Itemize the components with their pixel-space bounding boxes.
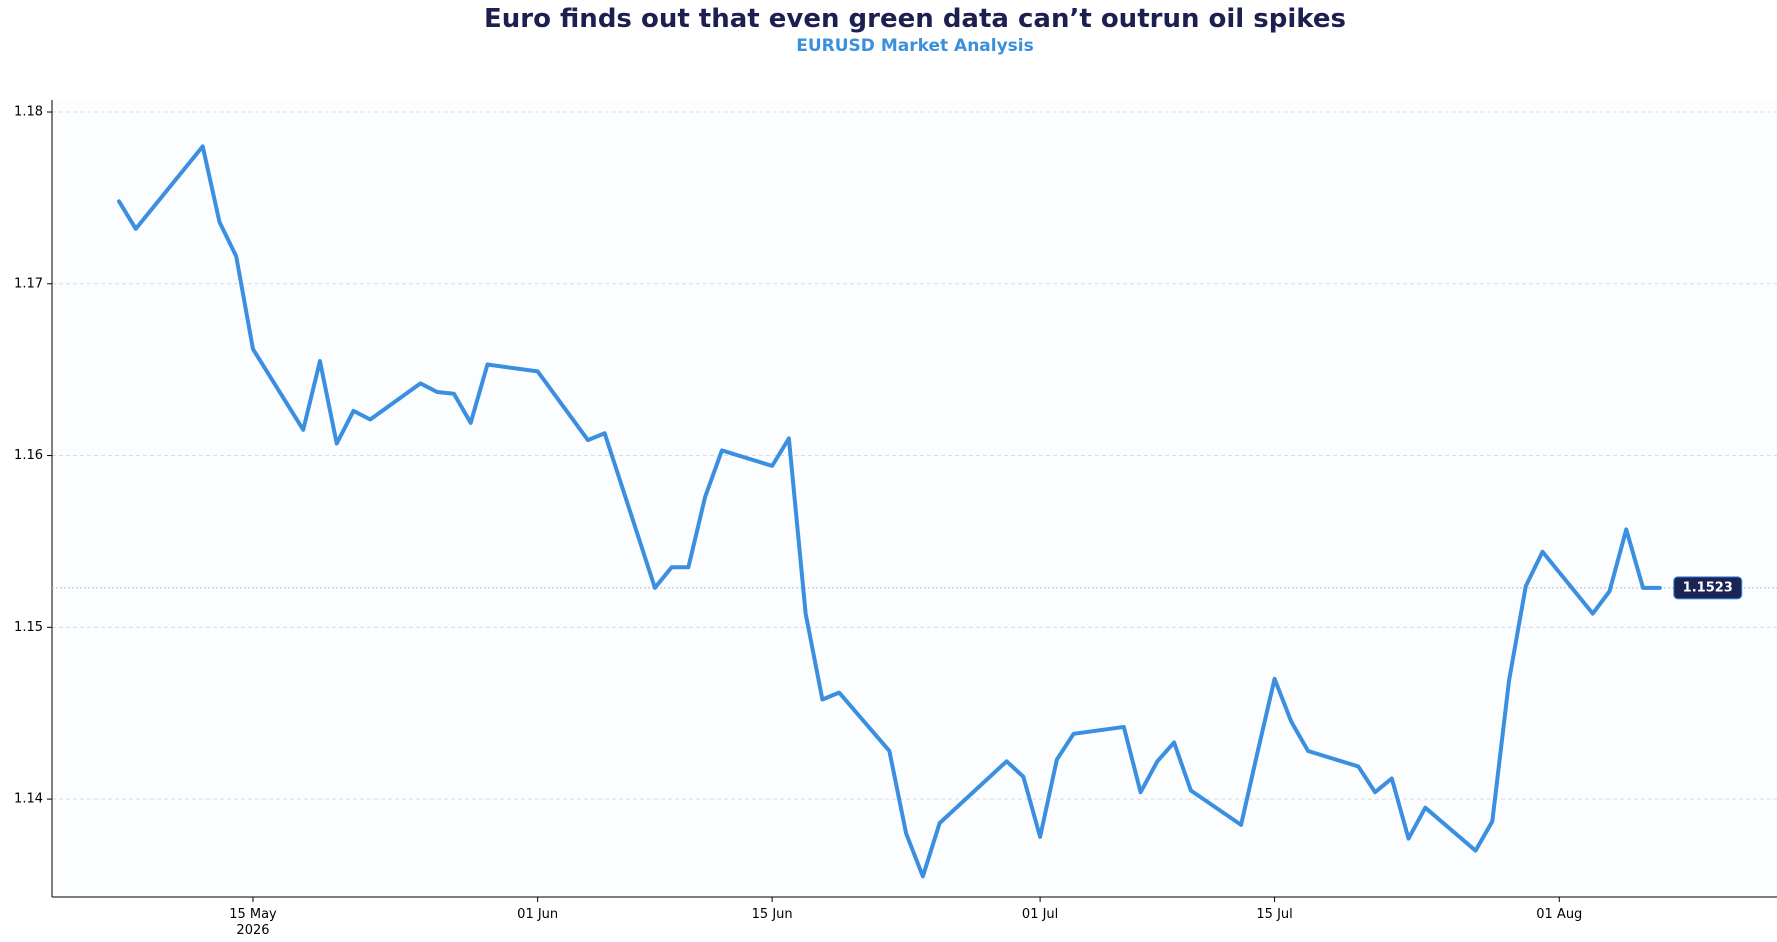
y-tick-label: 1.17 [14, 276, 43, 291]
last-value-label: 1.1523 [1683, 580, 1733, 595]
y-axis-ticks: 1.14 1.15 1.16 1.17 1.18 [14, 105, 52, 807]
series-line-eurusd [116, 144, 1662, 879]
y-tick-label: 1.15 [14, 620, 43, 635]
y-tick-label: 1.18 [14, 105, 43, 120]
x-tick-label: 01 Jul [1022, 907, 1058, 922]
chart-title: Euro finds out that even green data can’… [484, 4, 1346, 34]
y-tick-label: 1.14 [14, 792, 43, 807]
x-tick-label: 01 Jun [517, 907, 558, 922]
x-tick-label: 15 May [229, 907, 277, 922]
last-value-badge: 1.1523 [1673, 576, 1743, 600]
x-tick-label: 01 Aug [1536, 907, 1582, 922]
grid-lines [52, 111, 1777, 800]
plot-area [52, 100, 1777, 897]
last-value-badge-background [1673, 576, 1743, 600]
axes [51, 100, 1777, 898]
chart-subtitle: EURUSD Market Analysis [796, 36, 1034, 56]
x-tick-label: 15 Jun [752, 907, 793, 922]
x-tick-year-label: 2026 [236, 923, 269, 938]
y-tick-label: 1.16 [14, 448, 43, 463]
x-tick-label: 15 Jul [1256, 907, 1292, 922]
